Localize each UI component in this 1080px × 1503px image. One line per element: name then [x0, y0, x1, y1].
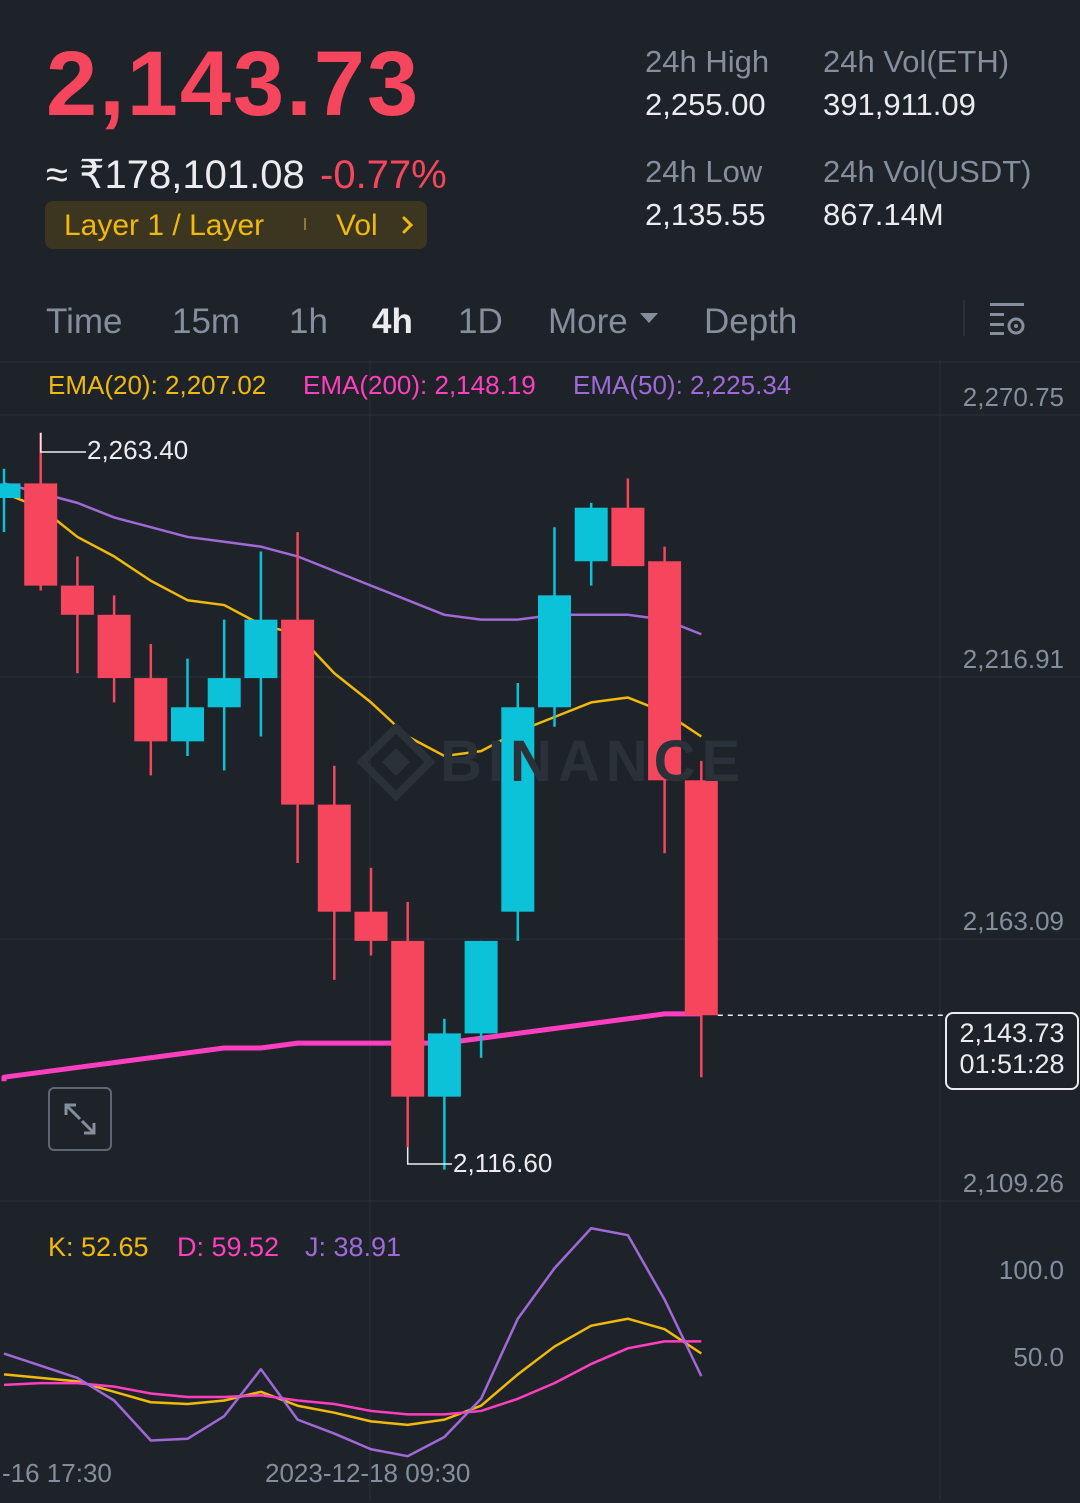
- kdj-axis-tick: 50.0: [1013, 1342, 1064, 1372]
- candle-body: [501, 707, 535, 912]
- candle-body: [171, 707, 204, 742]
- candles: [0, 432, 718, 1170]
- candle-body: [611, 507, 645, 567]
- chevron-right-icon: [402, 216, 414, 234]
- candle-body: [317, 804, 351, 912]
- candle-body: [427, 1033, 461, 1097]
- tab-1h[interactable]: 1h: [289, 302, 328, 341]
- kdj-j-label: J: 38.91: [305, 1232, 402, 1262]
- kdj-line-k: [3, 1317, 702, 1427]
- last-price: 2,143.73: [46, 33, 421, 135]
- candle-body: [354, 911, 388, 941]
- current-price-marker: [945, 1012, 1079, 1090]
- stat-high-value: 2,255.00: [645, 87, 766, 122]
- candle-body: [281, 619, 315, 805]
- fiat-price: ≈ ₹178,101.08: [46, 153, 305, 197]
- price-axis-tick: 2,270.75: [962, 382, 1064, 412]
- candle-body: [648, 561, 682, 781]
- kdj-k-label: K: 52.65: [48, 1232, 149, 1262]
- tab-depth[interactable]: Depth: [704, 302, 798, 341]
- stat-vol-eth-label: 24h Vol(ETH): [823, 44, 1010, 79]
- candle-body: [60, 585, 94, 615]
- candle-body: [244, 619, 278, 679]
- candlestick-chart[interactable]: [0, 360, 1080, 1503]
- expand-icon: [64, 1103, 96, 1135]
- candle-body: [134, 678, 168, 742]
- ema20-label: EMA(20): 2,207.02: [48, 370, 267, 400]
- kdj-d-label: D: 59.52: [177, 1232, 280, 1262]
- low-marker-label: 2,116.60: [453, 1148, 553, 1178]
- category-tag-label: Layer 1 / Layer: [64, 209, 265, 242]
- fullscreen-button[interactable]: [48, 1087, 112, 1151]
- category-tag-button[interactable]: [45, 201, 427, 249]
- tabs-divider: [963, 300, 965, 336]
- kdj-axis-tick: 100.0: [998, 1255, 1064, 1285]
- stat-vol-eth-value: 391,911.09: [823, 87, 976, 122]
- ema200-label: EMA(200): 2,148.19: [303, 370, 536, 400]
- ema-line-ema20: [3, 491, 702, 758]
- chart-overlays: [39, 432, 944, 1165]
- chart-settings-icon[interactable]: [988, 300, 1028, 340]
- price-axis-tick: 2,109.26: [962, 1168, 1064, 1198]
- tab-4h[interactable]: 4h: [372, 302, 413, 341]
- candle-body: [684, 780, 718, 1016]
- stat-vol-usdt-label: 24h Vol(USDT): [823, 154, 1032, 189]
- stat-low-value: 2,135.55: [645, 197, 766, 232]
- stat-high-label: 24h High: [645, 44, 770, 79]
- tab-more[interactable]: More: [548, 302, 628, 341]
- price-axis-tick: 2,216.91: [962, 644, 1064, 674]
- candle-body: [24, 483, 58, 586]
- ema-line-ema200: [1, 1011, 702, 1082]
- candle-body: [538, 595, 571, 708]
- stat-low-label: 24h Low: [645, 154, 763, 189]
- time-axis-label: -16 17:30: [2, 1458, 112, 1488]
- high-marker-line: [39, 432, 86, 453]
- tag-divider: [304, 218, 306, 230]
- candle-body: [0, 483, 21, 498]
- candle-body: [574, 507, 608, 562]
- price-axis-tick: 2,163.09: [962, 906, 1064, 936]
- tab-1d[interactable]: 1D: [458, 302, 503, 341]
- ema50-label: EMA(50): 2,225.34: [573, 370, 792, 400]
- ema-lines: [1, 482, 702, 1082]
- watermark: BINANCE: [440, 729, 747, 794]
- caret-down-icon: [640, 313, 658, 323]
- current-price-value: 2,143.73: [959, 1018, 1065, 1048]
- stat-vol-usdt-value: 867.14M: [823, 197, 944, 232]
- kdj-line-d: [3, 1340, 702, 1416]
- binance-logo-icon: [356, 722, 436, 802]
- price-change-percent: -0.77%: [320, 153, 447, 197]
- tab-15m[interactable]: 15m: [172, 302, 241, 341]
- candle-body: [391, 940, 425, 1097]
- candle-body: [97, 614, 131, 679]
- time-axis-label: 2023-12-18 09:30: [265, 1458, 471, 1488]
- kdj-line-j: [3, 1226, 703, 1458]
- candle-countdown: 01:51:28: [959, 1049, 1065, 1079]
- kdj-indicator: [3, 1226, 703, 1458]
- tab-time[interactable]: Time: [46, 302, 123, 341]
- tag-vol-label: Vol: [336, 209, 378, 242]
- low-marker-line: [406, 1147, 452, 1165]
- candle-body: [464, 940, 498, 1034]
- high-marker-label: 2,263.40: [87, 435, 189, 465]
- ema-line-ema50: [3, 482, 702, 636]
- candle-body: [207, 678, 241, 708]
